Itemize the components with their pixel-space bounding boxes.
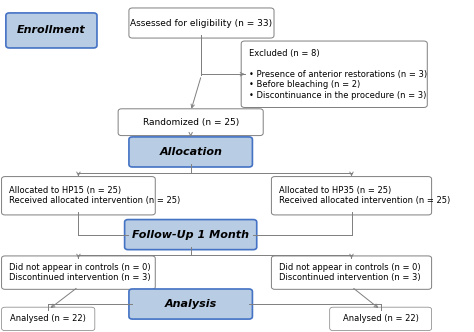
Text: Allocation: Allocation — [159, 147, 222, 157]
Text: Did not appear in controls (n = 0)
Discontinued intervention (n = 3): Did not appear in controls (n = 0) Disco… — [279, 263, 421, 282]
Text: Follow-Up 1 Month: Follow-Up 1 Month — [132, 230, 249, 240]
Text: Did not appear in controls (n = 0)
Discontinued intervention (n = 3): Did not appear in controls (n = 0) Disco… — [9, 263, 151, 282]
FancyBboxPatch shape — [118, 109, 263, 135]
FancyBboxPatch shape — [1, 177, 155, 215]
FancyBboxPatch shape — [129, 137, 253, 167]
Text: Analysed (n = 22): Analysed (n = 22) — [343, 314, 419, 323]
FancyBboxPatch shape — [272, 177, 432, 215]
FancyBboxPatch shape — [241, 41, 427, 108]
FancyBboxPatch shape — [129, 8, 274, 38]
Text: Excluded (n = 8)

• Presence of anterior restorations (n = 3)
• Before bleaching: Excluded (n = 8) • Presence of anterior … — [249, 49, 427, 100]
Text: Enrollment: Enrollment — [17, 26, 86, 36]
FancyBboxPatch shape — [6, 13, 97, 48]
FancyBboxPatch shape — [125, 219, 257, 250]
FancyBboxPatch shape — [129, 289, 253, 319]
FancyBboxPatch shape — [330, 307, 432, 331]
FancyBboxPatch shape — [272, 256, 432, 289]
Text: Assessed for eligibility (n = 33): Assessed for eligibility (n = 33) — [130, 19, 273, 28]
Text: Analysis: Analysis — [164, 299, 217, 309]
Text: Analysed (n = 22): Analysed (n = 22) — [10, 314, 86, 323]
FancyBboxPatch shape — [1, 307, 95, 331]
FancyBboxPatch shape — [1, 256, 155, 289]
Text: Allocated to HP15 (n = 25)
Received allocated intervention (n = 25): Allocated to HP15 (n = 25) Received allo… — [9, 186, 181, 206]
Text: Allocated to HP35 (n = 25)
Received allocated intervention (n = 25): Allocated to HP35 (n = 25) Received allo… — [279, 186, 450, 206]
Text: Randomized (n = 25): Randomized (n = 25) — [143, 118, 239, 127]
